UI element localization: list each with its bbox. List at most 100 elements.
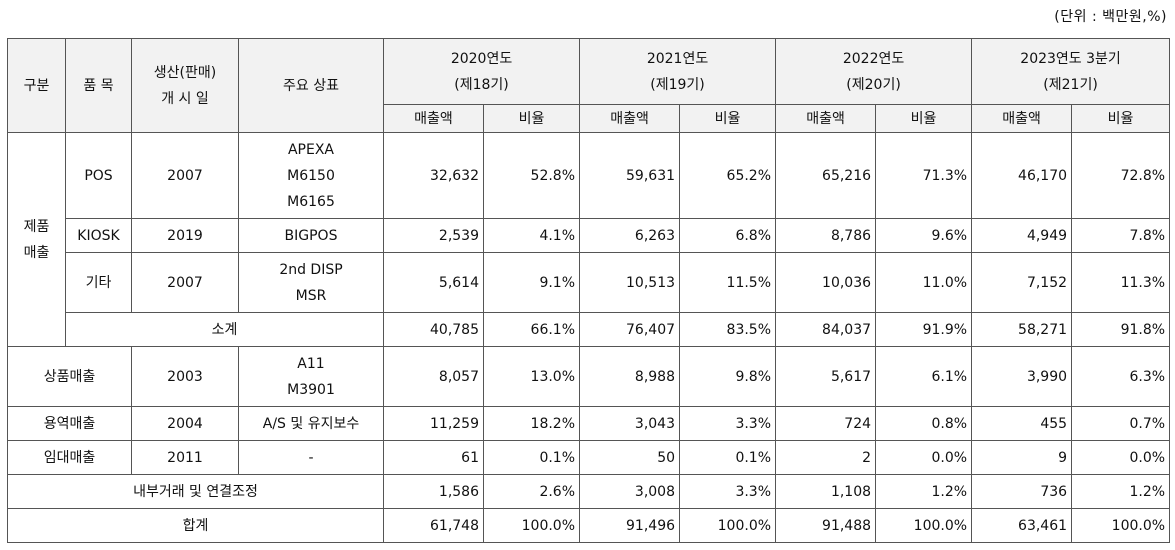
table-row: 용역매출 2004 A/S 및 유지보수 11,259 18.2% 3,043 … <box>7 406 1171 441</box>
total-label: 합계 <box>7 508 384 543</box>
date-cell: 2011 <box>131 440 239 475</box>
value-cell: 6.3% <box>1071 346 1171 407</box>
value-cell: 11.0% <box>875 252 973 313</box>
value-cell: 5,614 <box>383 252 484 313</box>
header-start-date-line2: 개 시 일 <box>161 90 209 107</box>
value-cell: 4.1% <box>482 218 581 253</box>
brand-cell: A11 M3901 <box>238 346 384 407</box>
product-sales-label: 제품 매출 <box>7 132 66 347</box>
row-label: 임대매출 <box>7 440 132 475</box>
brand-cell: BIGPOS <box>238 218 384 253</box>
value-cell: 71.3% <box>875 132 973 219</box>
value-cell: 61,748 <box>383 508 484 543</box>
value-cell: 0.0% <box>875 440 973 475</box>
header-ratio: 비율 <box>1071 104 1171 133</box>
brand-cell: 2nd DISP MSR <box>238 252 384 313</box>
value-cell: 8,057 <box>383 346 484 407</box>
total-row: 합계 61,748 100.0% 91,496 100.0% 91,488 10… <box>7 508 1171 543</box>
value-cell: 1,586 <box>383 474 484 509</box>
brand-name: M6150 <box>287 167 335 184</box>
value-cell: 84,037 <box>775 312 877 347</box>
brand-name: A11 <box>297 355 325 372</box>
value-cell: 7,152 <box>971 252 1073 313</box>
value-cell: 455 <box>971 406 1073 441</box>
period-term: (제19기) <box>650 76 705 93</box>
value-cell: 4,949 <box>971 218 1073 253</box>
value-cell: 100.0% <box>1071 508 1171 543</box>
value-cell: 10,513 <box>579 252 681 313</box>
value-cell: 5,617 <box>775 346 877 407</box>
value-cell: 63,461 <box>971 508 1073 543</box>
value-cell: 9.6% <box>875 218 973 253</box>
value-cell: 65,216 <box>775 132 877 219</box>
value-cell: 18.2% <box>482 406 581 441</box>
value-cell: 46,170 <box>971 132 1073 219</box>
header-ratio: 비율 <box>679 104 777 133</box>
value-cell: 100.0% <box>875 508 973 543</box>
value-cell: 13.0% <box>482 346 581 407</box>
value-cell: 11,259 <box>383 406 484 441</box>
date-cell: 2019 <box>131 218 239 253</box>
value-cell: 1.2% <box>1071 474 1171 509</box>
value-cell: 83.5% <box>679 312 777 347</box>
header-start-date-line1: 생산(판매) <box>153 64 217 81</box>
value-cell: 6.8% <box>679 218 777 253</box>
header-brand: 주요 상표 <box>238 38 384 133</box>
row-label: 용역매출 <box>7 406 132 441</box>
value-cell: 50 <box>579 440 681 475</box>
value-cell: 32,632 <box>383 132 484 219</box>
brand-name: APEXA <box>287 141 335 158</box>
date-cell: 2007 <box>131 132 239 219</box>
value-cell: 2,539 <box>383 218 484 253</box>
product-sales-label-line1: 제품 <box>23 218 50 235</box>
header-period-2020: 2020연도 (제18기) <box>382 38 581 105</box>
brand-cell: APEXA M6150 M6165 <box>238 132 384 219</box>
period-term: (제20기) <box>846 76 901 93</box>
value-cell: 11.5% <box>679 252 777 313</box>
period-year: 2021연도 <box>646 50 709 67</box>
value-cell: 9.1% <box>482 252 581 313</box>
sales-table: 구분 품 목 생산(판매) 개 시 일 주요 상표 2020연도 (제18기) … <box>7 38 1171 543</box>
header-sales: 매출액 <box>579 104 681 133</box>
header-period-2022: 2022연도 (제20기) <box>775 38 973 105</box>
value-cell: 100.0% <box>679 508 777 543</box>
period-year: 2020연도 <box>450 50 513 67</box>
value-cell: 3.3% <box>679 474 777 509</box>
header-period-2021: 2021연도 (제19기) <box>579 38 777 105</box>
value-cell: 76,407 <box>579 312 681 347</box>
value-cell: 3,990 <box>971 346 1073 407</box>
header-start-date: 생산(판매) 개 시 일 <box>131 38 239 133</box>
value-cell: 1,108 <box>775 474 877 509</box>
value-cell: 59,631 <box>579 132 681 219</box>
value-cell: 10,036 <box>775 252 877 313</box>
value-cell: 6,263 <box>579 218 681 253</box>
brand-name: MSR <box>295 287 327 304</box>
value-cell: 0.1% <box>482 440 581 475</box>
value-cell: 2 <box>775 440 877 475</box>
value-cell: 72.8% <box>1071 132 1171 219</box>
value-cell: 0.8% <box>875 406 973 441</box>
value-cell: 736 <box>971 474 1073 509</box>
adjustment-row: 내부거래 및 연결조정 1,586 2.6% 3,008 3.3% 1,108 … <box>7 474 1171 509</box>
period-term: (제21기) <box>1043 76 1098 93</box>
brand-cell: - <box>238 440 384 475</box>
header-row: 구분 품 목 생산(판매) 개 시 일 주요 상표 2020연도 (제18기) … <box>7 38 1171 133</box>
value-cell: 66.1% <box>482 312 581 347</box>
value-cell: 65.2% <box>679 132 777 219</box>
value-cell: 58,271 <box>971 312 1073 347</box>
item-cell: POS <box>65 132 132 219</box>
table-row: 제품 매출 POS 2007 APEXA M6150 M6165 32,632 … <box>7 132 1171 347</box>
value-cell: 100.0% <box>482 508 581 543</box>
value-cell: 3,043 <box>579 406 681 441</box>
date-cell: 2004 <box>131 406 239 441</box>
date-cell: 2003 <box>131 346 239 407</box>
value-cell: 8,988 <box>579 346 681 407</box>
brand-cell: A/S 및 유지보수 <box>238 406 384 441</box>
period-term: (제18기) <box>454 76 509 93</box>
value-cell: 91,488 <box>775 508 877 543</box>
header-category: 구분 <box>7 38 66 133</box>
value-cell: 91,496 <box>579 508 681 543</box>
unit-note: (단위 : 백만원,%) <box>1054 9 1167 25</box>
table-row: 상품매출 2003 A11 M3901 8,057 13.0% 8,988 9.… <box>7 346 1171 407</box>
subtotal-row: 소계 40,785 66.1% 76,407 83.5% 84,037 91.9… <box>8 312 1171 347</box>
